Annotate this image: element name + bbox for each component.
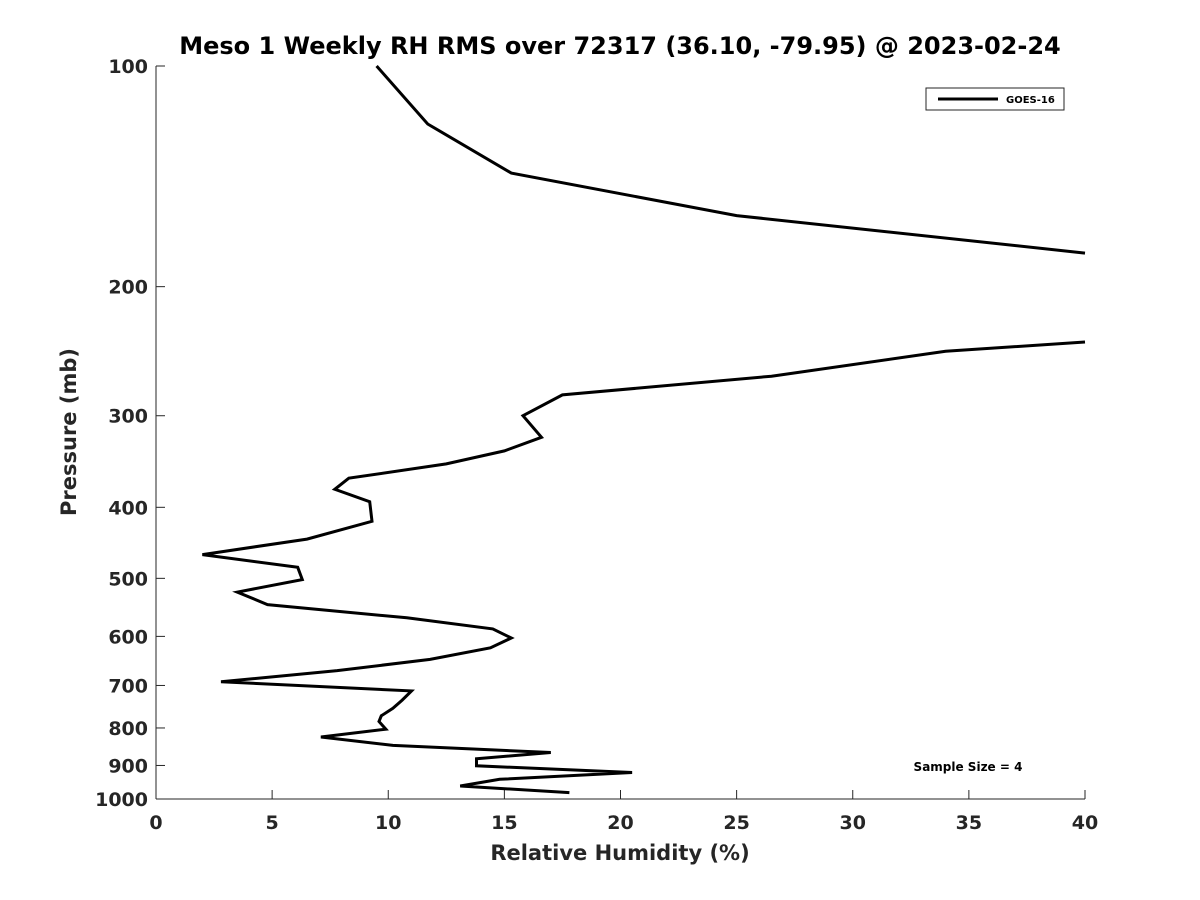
data-group (202, 65, 1086, 795)
y-tick-label-200: 200 (108, 277, 148, 299)
y-tick-label-400: 400 (108, 497, 148, 519)
y-tick-label-900: 900 (108, 755, 148, 777)
x-tick-label-25: 25 (723, 812, 749, 834)
series-line-goes-16-segment-1 (375, 65, 1086, 255)
y-axis-label: Pressure (mb) (57, 348, 81, 516)
y-tick-label-100: 100 (108, 56, 148, 78)
x-tick-label-10: 10 (375, 812, 401, 834)
axes-group: 0 5 10 15 20 25 30 35 40 100 200 300 400 500 600 700 800… (95, 56, 1098, 834)
x-tick-label-30: 30 (840, 812, 866, 834)
y-tick-label-700: 700 (108, 675, 148, 697)
y-tick-label-300: 300 (108, 406, 148, 428)
legend-label-goes-16: GOES-16 (1006, 95, 1055, 106)
x-tick-label-35: 35 (956, 812, 982, 834)
y-tick-label-800: 800 (108, 718, 148, 740)
series-line-goes-16-segment-2 (202, 340, 1086, 795)
chart-title: Meso 1 Weekly RH RMS over 72317 (36.10, … (179, 32, 1061, 60)
x-axis-label: Relative Humidity (%) (490, 841, 749, 865)
x-tick-label-15: 15 (491, 812, 517, 834)
y-tick-label-600: 600 (108, 626, 148, 648)
legend: GOES-16 (925, 87, 1065, 111)
x-tick-label-20: 20 (607, 812, 633, 834)
x-tick-label-5: 5 (266, 812, 279, 834)
sample-size-annotation: Sample Size = 4 (914, 760, 1023, 774)
x-tick-label-0: 0 (149, 812, 162, 834)
y-tick-label-500: 500 (108, 568, 148, 590)
y-tick-label-1000: 1000 (95, 789, 148, 811)
x-tick-label-40: 40 (1072, 812, 1098, 834)
